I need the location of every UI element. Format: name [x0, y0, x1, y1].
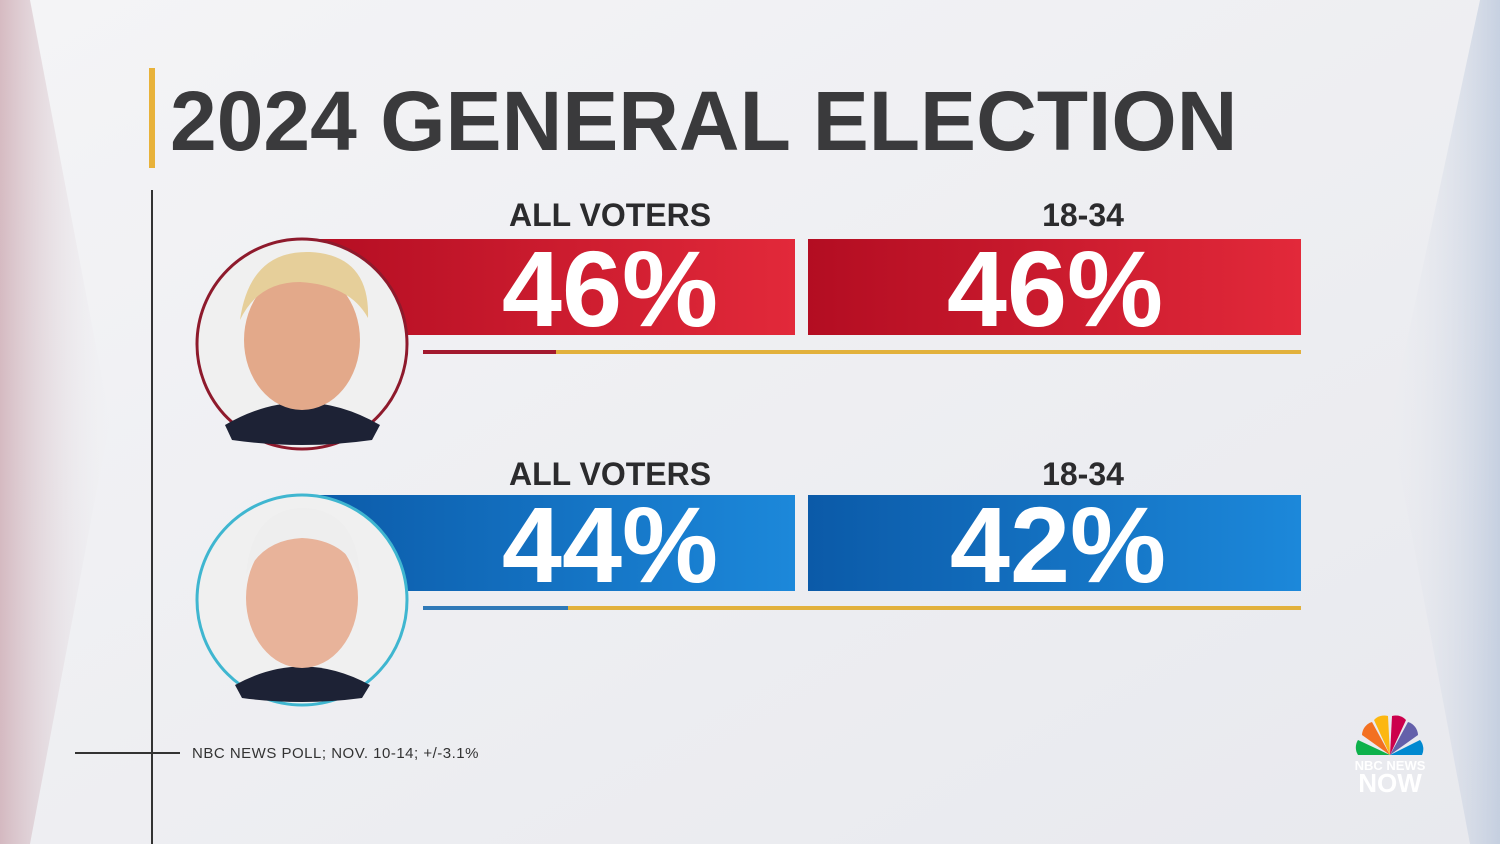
candidate-row: ALL VOTERS 18-34 44% 42%: [195, 456, 1301, 707]
accent-bar: [149, 68, 155, 168]
column-label: ALL VOTERS: [509, 456, 711, 492]
logo-feather: [1390, 722, 1418, 755]
source-note: NBC NEWS POLL; NOV. 10-14; +/-3.1%: [192, 745, 479, 762]
logo-feather: [1355, 740, 1390, 755]
logo-feather: [1362, 722, 1390, 755]
percent: 46%: [502, 228, 718, 349]
column-label: 18-34: [1042, 456, 1124, 492]
logo-feather: [1374, 715, 1390, 755]
percent: 44%: [502, 484, 718, 605]
photo-face: [246, 528, 358, 668]
candidate-row: ALL VOTERS 18-34 46% 46%: [195, 197, 1301, 451]
photo-suit: [225, 402, 380, 445]
photo-face: [244, 270, 360, 410]
logo-brand: NBC NEWS: [1355, 758, 1426, 773]
network-logo: NBC NEWS NOW: [1355, 715, 1426, 798]
percent: 42%: [950, 484, 1166, 605]
underline: [423, 606, 568, 610]
photo-hair: [246, 508, 360, 575]
photo-hair: [240, 251, 369, 320]
logo-feather: [1390, 740, 1424, 755]
photo-suit: [235, 666, 370, 702]
title: 2024 GENERAL ELECTION: [170, 74, 1237, 168]
left-decoration: [0, 0, 110, 844]
underline: [423, 606, 1301, 610]
underline: [423, 350, 556, 354]
right-decoration: [1390, 0, 1500, 844]
result-bar: [808, 239, 1301, 335]
result-bar: [808, 495, 1301, 591]
logo-feather: [1390, 715, 1406, 755]
column-label: ALL VOTERS: [509, 197, 711, 233]
column-label: 18-34: [1042, 197, 1124, 233]
underline: [423, 350, 1301, 354]
logo-product: NOW: [1358, 768, 1422, 798]
percent: 46%: [947, 228, 1163, 349]
